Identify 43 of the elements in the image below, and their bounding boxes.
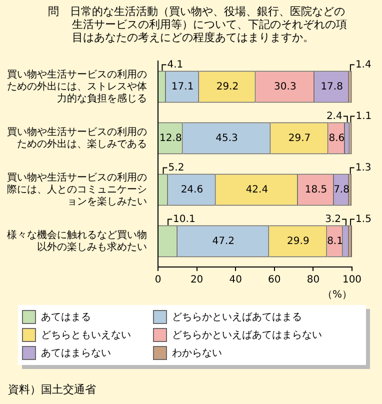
x-axis-title: （%） [322,290,352,301]
data-label: 2.4 [326,110,342,122]
data-label: 29.9 [287,236,310,247]
legend-label: どちらともいえない [41,329,131,342]
data-label: 45.3 [216,132,238,144]
data-label: 29.7 [288,132,311,144]
x-tick-label: 60 [268,274,281,286]
y-tick-label: 買い物や生活サービスの利用の際には、人とのコミュニケーションを楽しみたい [7,171,147,208]
data-label: 1.1 [356,110,372,122]
x-tick-label: 0 [154,274,162,286]
data-label: 29.2 [216,81,239,92]
data-label: 8.6 [328,132,345,144]
data-label: 1.4 [355,59,372,70]
data-label: 17.8 [320,81,343,92]
data-label: 17.1 [171,81,194,92]
y-tick-label: 買い物や生活サービスの利用のための外出には、ストレスや体力的な負担を感じる [7,68,147,104]
legend-label: あてはまらない [41,347,111,360]
x-tick-label: 100 [342,274,362,286]
data-label: 3.2 [325,214,341,225]
legend-label: どちらかといえばあてはまらない [172,329,322,342]
x-tick-label: 20 [190,274,204,286]
data-label: 42.4 [246,184,268,196]
data-label: 1.3 [355,162,372,174]
data-label: 18.5 [304,184,328,196]
x-tick-label: 80 [306,274,320,286]
data-label: 24.6 [180,184,204,196]
data-label: 8.1 [327,236,343,247]
legend-label: わからない [172,347,222,360]
text: 資料）国土交通省 [8,382,96,397]
legend-label: あてはまる [41,311,91,324]
data-label: 4.1 [167,59,184,70]
legend-label: どちらかといえばあてはまる [172,311,302,324]
chart-title: 問 日常的な生活活動（買い物や、役場、銀行、医院などの生活サービスの利用等）について、下記のそれぞれの項目はあなたの考えにどの程度あてはまりますか。 [48,5,348,44]
data-label: 5.2 [168,162,184,174]
y-tick-label: 様々な機会に触れるなど買い物以外の楽しみも求めたい [7,228,147,253]
data-label: 12.8 [160,132,182,144]
x-tick-label: 40 [229,274,242,286]
data-label: 47.2 [212,236,235,247]
y-tick-label: 買い物や生活サービスの利用のための外出は、楽しみである [7,126,147,150]
data-label: 10.1 [173,214,196,225]
data-label: 7.8 [334,184,350,196]
data-label: 1.5 [356,214,372,225]
data-label: 30.3 [274,81,296,92]
